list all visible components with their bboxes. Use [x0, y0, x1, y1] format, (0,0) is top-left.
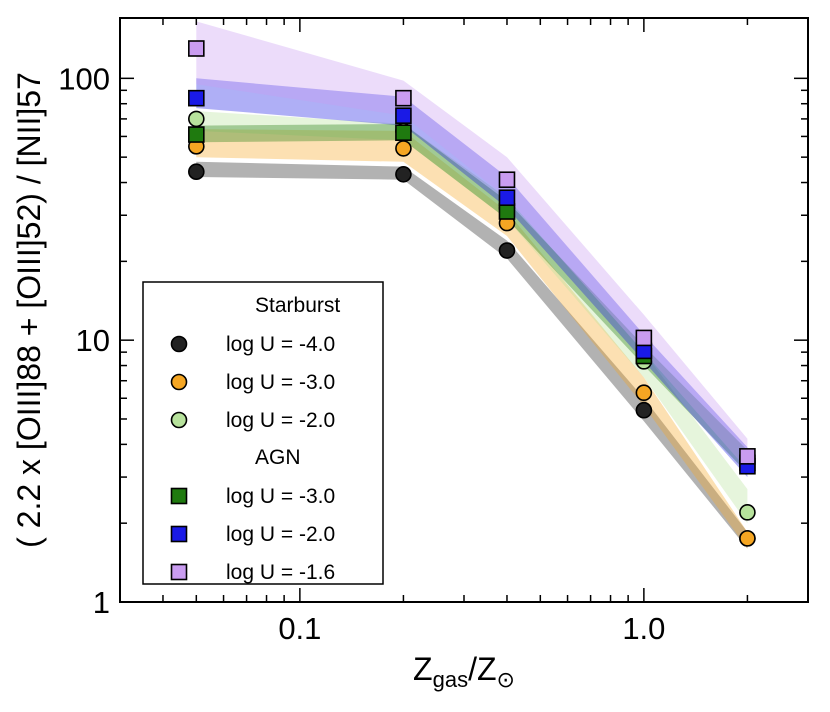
legend-label-3: log U = -3.0: [226, 485, 335, 508]
x-tick-label-0: 0.1: [278, 611, 321, 646]
legend-label-0: log U = -4.0: [226, 333, 335, 356]
marker-series-0-point-3: [635, 401, 653, 419]
marker-series-3-point-0: [188, 126, 205, 143]
y-tick-label-1: 10: [76, 323, 110, 358]
marker-series-0-point-2: [498, 242, 516, 259]
legend-marker-2: [170, 411, 188, 429]
legend-label-5: log U = -1.6: [226, 561, 335, 584]
marker-series-4-point-1: [395, 107, 412, 124]
legend-label-2: log U = -2.0: [226, 409, 335, 432]
band-series-5: [196, 21, 748, 470]
legend-group-title-1: AGN: [255, 446, 301, 469]
legend-marker-1: [170, 373, 188, 391]
y-tick-label-0: 1: [93, 585, 110, 620]
marker-series-1-point-1: [395, 140, 412, 157]
marker-series-5-point-4: [739, 448, 756, 465]
marker-series-0-point-1: [395, 166, 412, 183]
marker-series-4-point-2: [498, 189, 516, 207]
legend-marker-0: [170, 335, 188, 353]
legend-marker-5: [170, 563, 188, 581]
band-series-4: [196, 78, 748, 478]
x-axis-title-divider: /Z: [468, 651, 496, 687]
marker-series-5-point-0: [188, 40, 205, 57]
marker-series-5-point-2: [498, 171, 516, 189]
marker-series-0-point-0: [188, 163, 205, 180]
marker-series-3-point-2: [498, 203, 516, 220]
x-axis-title-subscript: gas: [433, 667, 468, 692]
marker-series-1-point-3: [635, 384, 653, 402]
marker-series-1-point-4: [739, 530, 756, 547]
x-tick-label-1: 1.0: [622, 611, 665, 646]
legend-group-title-0: Starburst: [255, 294, 340, 317]
marker-series-2-point-0: [188, 110, 205, 128]
y-axis-title: ( 2.2 x [OIII]88 + [OIII]52) / [NII]57: [11, 72, 47, 548]
legend: Starburst log U = -4.0 log U = -3.0 log U =…: [142, 281, 384, 585]
series-bands: [196, 21, 748, 549]
x-axis-title-base: Z: [413, 651, 433, 687]
series-markers: [188, 40, 756, 547]
axis-tick-labels: 0.1 1.0 1 10 100: [58, 61, 665, 646]
legend-label-4: log U = -2.0: [226, 523, 335, 546]
marker-series-5-point-3: [635, 329, 653, 347]
legend-marker-4: [170, 525, 188, 543]
marker-series-2-point-4: [739, 504, 756, 521]
axis-ticks: [119, 18, 809, 603]
x-axis-title: Zgas/Z⊙: [413, 651, 515, 692]
marker-series-3-point-1: [395, 124, 412, 141]
marker-series-5-point-1: [395, 89, 412, 107]
x-axis-title-sun-symbol: ⊙: [497, 667, 515, 692]
marker-series-4-point-0: [188, 89, 205, 107]
y-tick-label-2: 100: [58, 61, 110, 96]
legend-label-1: log U = -3.0: [226, 371, 335, 394]
legend-marker-3: [170, 487, 188, 505]
